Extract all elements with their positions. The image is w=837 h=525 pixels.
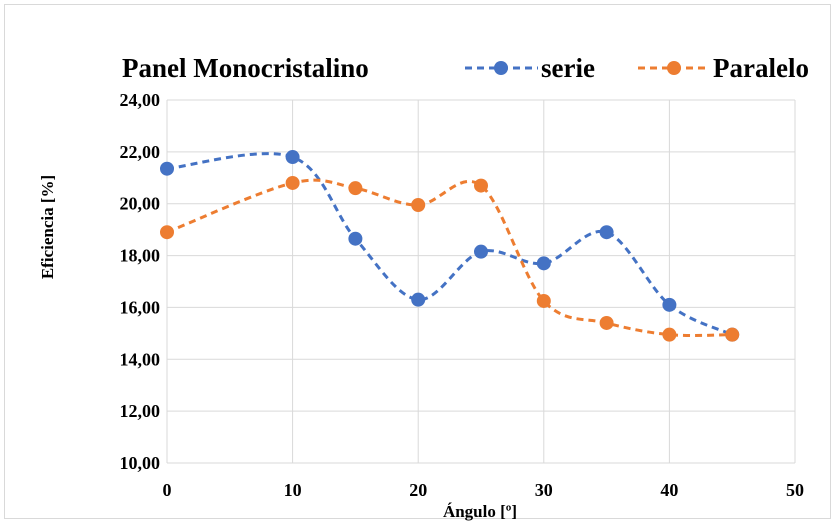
- data-point-serie: [599, 225, 614, 240]
- data-point-serie: [536, 256, 551, 271]
- y-axis-title: Eficiencia [%]: [38, 175, 57, 279]
- legend-label-paralelo: Paralelo: [713, 53, 809, 83]
- grid-lines: [166, 99, 796, 464]
- legend: serie Paralelo: [465, 53, 809, 83]
- tick-labels: 10,00 12,00 14,00 16,00 18,00 20,00 22,00 24,00…: [120, 90, 805, 500]
- legend-item-paralelo: Paralelo: [638, 53, 809, 83]
- data-point-paralelo: [285, 175, 300, 190]
- series-layer: [160, 150, 740, 342]
- legend-label-serie: serie: [541, 53, 595, 83]
- data-point-paralelo: [160, 225, 174, 240]
- legend-item-serie: serie: [465, 53, 595, 83]
- data-point-paralelo: [599, 315, 614, 330]
- y-tick-label: 14,00: [120, 349, 161, 369]
- data-point-paralelo: [662, 327, 677, 342]
- y-tick-label: 24,00: [120, 90, 161, 110]
- legend-marker-paralelo: [667, 61, 681, 75]
- y-tick-label: 10,00: [120, 453, 161, 473]
- y-tick-label: 22,00: [120, 142, 161, 162]
- data-point-paralelo: [536, 293, 551, 308]
- y-tick-label: 12,00: [120, 401, 161, 421]
- x-tick-label: 0: [163, 480, 172, 500]
- x-tick-label: 40: [660, 480, 678, 500]
- x-tick-label: 30: [535, 480, 553, 500]
- y-tick-label: 16,00: [120, 297, 161, 317]
- series-paralelo: [160, 175, 740, 342]
- chart-frame: [4, 4, 831, 519]
- data-point-serie: [662, 297, 677, 312]
- data-point-paralelo: [411, 198, 426, 213]
- x-tick-label: 20: [409, 480, 427, 500]
- data-point-serie: [348, 231, 363, 246]
- y-tick-label: 18,00: [120, 246, 161, 266]
- series-line-paralelo: [166, 178, 733, 338]
- data-point-paralelo: [474, 178, 488, 193]
- chart-title: Panel Monocristalino: [122, 53, 369, 83]
- data-point-paralelo: [348, 181, 363, 196]
- legend-marker-serie: [494, 61, 508, 75]
- y-tick-label: 20,00: [120, 194, 161, 214]
- series-serie: [160, 150, 740, 342]
- x-tick-label: 10: [284, 480, 302, 500]
- x-tick-label: 50: [786, 480, 804, 500]
- data-point-serie: [474, 244, 488, 259]
- data-point-serie: [285, 150, 300, 165]
- data-point-serie: [160, 161, 174, 176]
- data-point-paralelo: [725, 327, 740, 342]
- x-axis-title: Ángulo [º]: [443, 502, 517, 521]
- data-point-serie: [411, 292, 426, 307]
